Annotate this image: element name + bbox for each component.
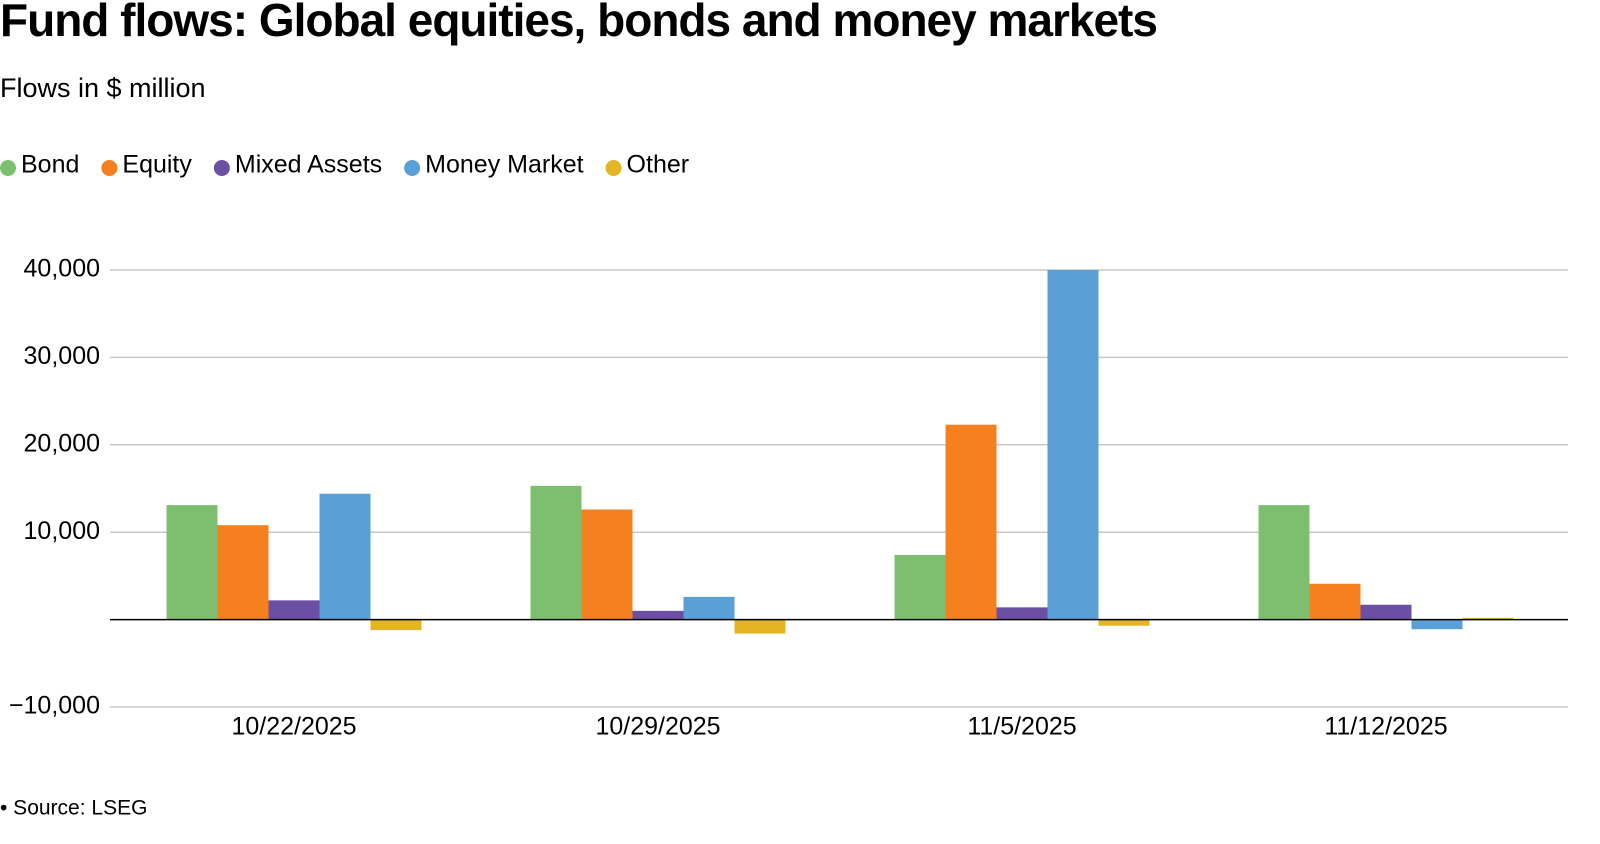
y-tick-label: −10,000	[9, 692, 100, 720]
bar	[996, 607, 1048, 620]
bar	[370, 619, 422, 631]
legend-label: Mixed Assets	[235, 151, 382, 179]
legend-marker	[101, 160, 118, 176]
bar	[734, 619, 786, 634]
legend-marker	[404, 160, 421, 176]
x-tick-label: 10/29/2025	[595, 713, 720, 741]
x-tick-label: 10/22/2025	[231, 713, 356, 741]
chart-title: Fund flows: Global equities, bonds and m…	[0, 0, 1157, 46]
legend-label: Bond	[21, 151, 79, 179]
legend-marker	[0, 160, 16, 176]
bar	[632, 610, 684, 620]
y-tick-label: 20,000	[24, 429, 100, 457]
bar	[1047, 270, 1099, 620]
bar	[166, 505, 218, 620]
source-note: • Source: LSEG	[0, 797, 147, 820]
x-tick-label: 11/5/2025	[967, 713, 1076, 741]
bar	[1258, 505, 1310, 620]
bar	[894, 554, 946, 620]
bar	[1360, 604, 1412, 620]
y-tick-label: 30,000	[24, 342, 100, 370]
bar	[319, 493, 371, 620]
y-tick-label: 40,000	[24, 255, 100, 283]
bar	[1309, 583, 1361, 620]
bar	[1462, 617, 1514, 620]
y-tick-label: 10,000	[24, 517, 100, 545]
legend-marker	[213, 160, 230, 176]
legend-label: Money Market	[425, 151, 583, 179]
bar	[1411, 619, 1463, 630]
legend-label: Equity	[122, 151, 192, 179]
bar	[945, 424, 997, 620]
legend-marker	[605, 160, 622, 176]
x-tick-label: 11/12/2025	[1324, 713, 1447, 741]
bar	[268, 600, 320, 620]
bar	[581, 509, 633, 620]
legend-label: Other	[627, 151, 690, 179]
bar	[683, 596, 735, 620]
chart-subtitle: Flows in $ million	[0, 73, 206, 103]
bar	[1098, 619, 1150, 626]
bar	[530, 485, 582, 620]
bar	[217, 525, 269, 620]
